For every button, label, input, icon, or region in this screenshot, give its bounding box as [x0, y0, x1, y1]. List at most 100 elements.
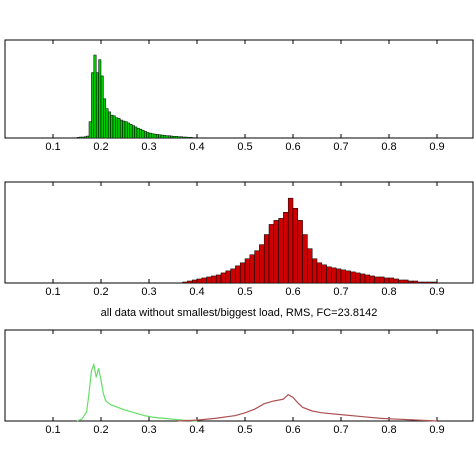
- histogram-bar: [374, 276, 380, 284]
- histogram-bar: [105, 108, 109, 139]
- histogram-bar: [412, 280, 419, 284]
- histogram-bar: [163, 135, 167, 139]
- histogram-bar: [211, 275, 217, 284]
- histogram-bar: [292, 208, 299, 284]
- histogram-bar: [350, 271, 356, 284]
- histogram-bar: [383, 277, 390, 284]
- histogram-bar: [273, 220, 279, 284]
- histogram-bar: [187, 137, 191, 139]
- histogram-bar: [407, 280, 414, 284]
- histogram-bar: [122, 120, 126, 139]
- histogram-bar: [307, 248, 313, 284]
- histogram-bar: [107, 111, 111, 139]
- histogram-bar: [249, 254, 255, 284]
- histogram-bar: [79, 136, 83, 139]
- histogram-bar: [170, 135, 174, 139]
- x-tick-label: 0.3: [141, 141, 156, 153]
- histogram-bar: [364, 274, 371, 284]
- histogram-bar: [189, 137, 193, 139]
- histogram-bar: [311, 258, 318, 284]
- x-tick-label: 0.4: [189, 424, 204, 436]
- histogram-bar: [98, 59, 102, 139]
- histogram-bar: [196, 278, 203, 284]
- histogram-bar: [393, 278, 399, 284]
- x-tick-label: 0.9: [429, 286, 444, 298]
- histogram-bar: [359, 273, 366, 284]
- histogram-bar: [244, 258, 251, 284]
- x-tick-label: 0.1: [45, 141, 60, 153]
- histogram-bar: [112, 115, 116, 139]
- histogram-bar: [148, 132, 152, 139]
- histogram-bar: [187, 280, 193, 284]
- histogram-bar: [182, 281, 188, 284]
- histogram-bar: [76, 137, 80, 139]
- histogram-bar: [215, 274, 222, 284]
- histogram-bar: [398, 279, 404, 284]
- histogram-bar: [331, 267, 337, 284]
- histogram-bar: [172, 136, 176, 139]
- histogram-bar: [278, 218, 284, 284]
- histogram-bar: [355, 272, 361, 284]
- x-tick-label: 0.8: [381, 286, 396, 298]
- x-tick-label: 0.6: [285, 286, 300, 298]
- histogram-bar: [427, 281, 433, 284]
- histogram-bar: [165, 135, 169, 139]
- histogram-bar: [155, 134, 159, 139]
- histogram-bar: [175, 136, 179, 139]
- x-tick-label: 0.2: [93, 141, 108, 153]
- axes-box: [4, 329, 474, 422]
- line-series: [177, 393, 438, 422]
- histogram-bar: [81, 136, 85, 139]
- histogram-bar: [127, 122, 131, 139]
- x-tick-label: 0.4: [189, 141, 204, 153]
- histogram-bar: [379, 276, 385, 284]
- histogram-bar: [316, 262, 323, 284]
- histogram-bar: [129, 124, 133, 139]
- histogram-bar: [119, 119, 123, 139]
- histogram-bar: [151, 133, 155, 139]
- histogram-bar: [83, 136, 87, 139]
- x-tick-label: 0.3: [141, 424, 156, 436]
- histogram-bar: [335, 268, 342, 284]
- histogram-bar: [117, 118, 121, 139]
- histogram-bar: [220, 272, 227, 284]
- histogram-bar: [146, 132, 150, 139]
- histogram-bar: [179, 136, 183, 139]
- axes-box: [4, 39, 474, 139]
- histogram-bar: [422, 281, 428, 284]
- histogram-bar: [268, 224, 275, 284]
- x-tick-label: 0.1: [45, 424, 60, 436]
- histogram-bar: [239, 262, 246, 284]
- histogram-bar: [235, 265, 241, 284]
- histogram-bar: [302, 234, 308, 284]
- histogram-bar: [136, 127, 140, 139]
- x-tick-label: 0.9: [429, 141, 444, 153]
- histogram-bar: [110, 114, 114, 139]
- x-tick-label: 0.8: [381, 424, 396, 436]
- histogram-bar: [230, 268, 236, 284]
- histogram-bar: [91, 72, 95, 139]
- histogram-bar: [95, 72, 99, 139]
- histogram-bar: [287, 197, 294, 284]
- x-tick-label: 0.1: [45, 286, 60, 298]
- histogram-bar: [139, 128, 143, 139]
- x-tick-label: 0.2: [93, 286, 108, 298]
- line-series: [76, 362, 198, 422]
- histogram-bar: [160, 134, 164, 139]
- histogram-bar: [167, 135, 171, 139]
- x-tick-label: 0.9: [429, 424, 444, 436]
- histogram-bar: [103, 98, 107, 139]
- histogram-bar: [326, 266, 332, 284]
- histogram-bar: [177, 136, 181, 139]
- histogram-bar: [254, 250, 260, 284]
- histogram-bar: [153, 133, 157, 139]
- histogram-bar: [182, 136, 186, 139]
- histogram-bar: [340, 269, 347, 284]
- histogram-bar: [191, 279, 198, 284]
- histogram-bar: [431, 281, 438, 284]
- histogram-bar: [143, 131, 147, 139]
- x-tick-label: 0.5: [237, 424, 252, 436]
- histogram-bar: [225, 270, 231, 284]
- x-tick-label: 0.6: [285, 424, 300, 436]
